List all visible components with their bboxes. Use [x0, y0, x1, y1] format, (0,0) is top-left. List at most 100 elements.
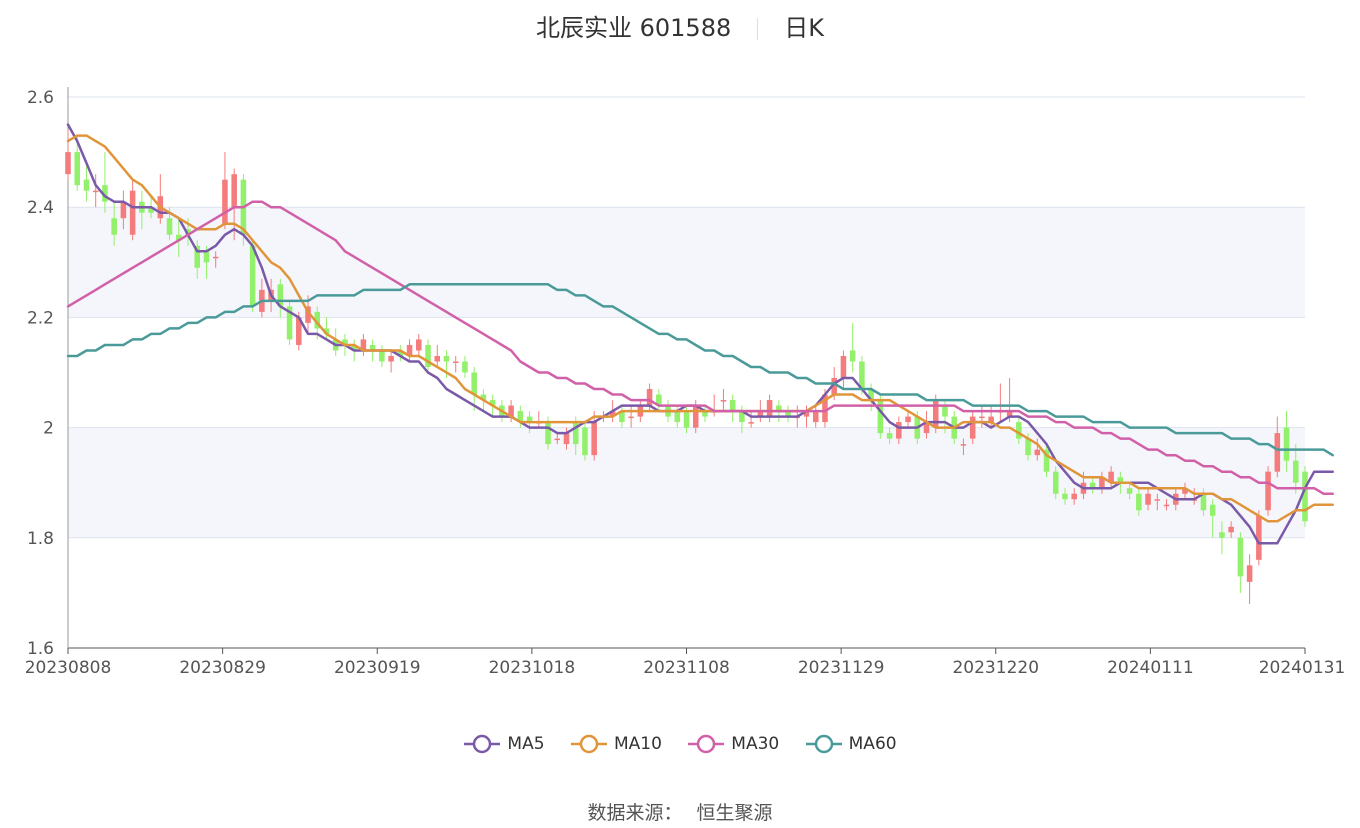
candle-body — [831, 378, 837, 395]
candle-body — [212, 256, 219, 259]
candle-body — [1052, 471, 1059, 494]
candle-body — [102, 185, 108, 202]
candle-body — [1292, 460, 1299, 483]
legend-label-ma30: MA30 — [731, 734, 780, 754]
candle-body — [572, 422, 579, 445]
candle-body — [277, 284, 284, 307]
legend-item-ma30[interactable]: MA30 — [687, 734, 779, 754]
candle-body — [1136, 493, 1142, 511]
candle-body — [1126, 488, 1133, 494]
candle-body — [877, 400, 884, 434]
legend-label-ma5: MA5 — [507, 734, 545, 754]
candle-body — [1209, 504, 1216, 516]
candle-body — [1246, 565, 1253, 582]
candle-body — [1025, 438, 1031, 456]
legend-item-ma10[interactable]: MA10 — [570, 734, 662, 754]
candle-body — [111, 218, 117, 235]
candle-body — [1145, 493, 1151, 505]
y-tick-label: 2.2 — [27, 308, 54, 328]
candle-body — [434, 355, 441, 362]
candle-body — [757, 411, 764, 417]
candle-body — [323, 328, 330, 334]
y-tick-label: 1.8 — [27, 529, 54, 549]
legend-marker-ma5 — [464, 734, 501, 754]
candle-body — [563, 433, 570, 445]
candle-body — [646, 389, 653, 406]
candle-body — [554, 438, 561, 441]
candle-body — [1163, 504, 1170, 507]
candle-body — [1256, 515, 1262, 560]
y-tick-label: 1.6 — [27, 639, 54, 659]
x-tick-label: 20230829 — [179, 658, 266, 678]
candle-body — [1089, 482, 1096, 489]
legend-marker-ma30 — [688, 734, 725, 754]
x-tick-label: 20231018 — [489, 658, 576, 678]
legend-item-ma5[interactable]: MA5 — [463, 734, 545, 754]
candle-body — [582, 427, 588, 456]
candle-body — [849, 350, 856, 362]
candle-body — [222, 179, 228, 224]
candle-body — [674, 411, 681, 423]
x-tick-label: 20231220 — [952, 658, 1039, 678]
candle-body — [1071, 493, 1077, 500]
candle-body — [729, 400, 736, 412]
candle-body — [286, 306, 293, 340]
candle-body — [508, 405, 514, 417]
candle-body — [1200, 493, 1207, 511]
chart-title: 北辰实业 601588 日K — [0, 8, 1360, 43]
candle-body — [443, 355, 450, 362]
candle-body — [489, 400, 496, 406]
candle-body — [1219, 532, 1225, 538]
candle-body — [314, 311, 321, 329]
legend-label-ma10: MA10 — [613, 734, 662, 754]
candle-body — [942, 405, 948, 417]
candle-body — [803, 411, 810, 417]
candle-body — [932, 400, 939, 428]
legend-marker-ma60 — [805, 734, 842, 754]
candle-body — [785, 411, 791, 417]
x-tick-label: 20230919 — [334, 658, 421, 678]
candle-body — [1108, 471, 1114, 483]
candle-body — [859, 361, 865, 390]
y-tick-label: 2.6 — [27, 88, 54, 108]
candle-body — [748, 422, 754, 424]
candle-body — [74, 152, 81, 186]
source-name: 恒生聚源 — [696, 802, 773, 824]
candle-body — [1034, 449, 1041, 456]
x-tick-label: 20231129 — [798, 658, 885, 678]
candle-body — [812, 411, 819, 423]
grid-band — [68, 427, 1305, 538]
candle-body — [1117, 477, 1124, 483]
candle-body — [1237, 537, 1244, 577]
title-separator — [757, 18, 759, 40]
candle-body — [868, 389, 874, 401]
x-tick-label: 20231108 — [643, 658, 730, 678]
candle-body — [720, 400, 727, 402]
candle-body — [351, 344, 357, 351]
chart-title-stock: 北辰实业 601588 — [536, 14, 732, 42]
candle-body — [905, 416, 911, 423]
y-tick-label: 2 — [43, 419, 54, 439]
candle-body — [979, 416, 985, 419]
candle-body — [425, 344, 431, 367]
candle-body — [1016, 422, 1022, 439]
candle-body — [776, 405, 782, 412]
candle-body — [120, 201, 127, 219]
candle-body — [92, 190, 99, 193]
candle-body — [619, 411, 625, 423]
candle-body — [369, 344, 376, 351]
candle-body — [969, 416, 976, 439]
candle-body — [739, 411, 745, 423]
candle-body — [305, 306, 311, 323]
legend-item-ma60[interactable]: MA60 — [805, 734, 897, 754]
candle-body — [65, 152, 71, 175]
candle-body — [1006, 411, 1013, 417]
ma-line-ma30 — [66, 200, 1334, 495]
candle-body — [185, 229, 191, 235]
candle-body — [406, 344, 413, 356]
candle-body — [840, 355, 847, 379]
candle-body — [342, 339, 348, 345]
candle-body — [609, 411, 616, 417]
candle-body — [1182, 488, 1188, 494]
candle-body — [452, 361, 459, 363]
